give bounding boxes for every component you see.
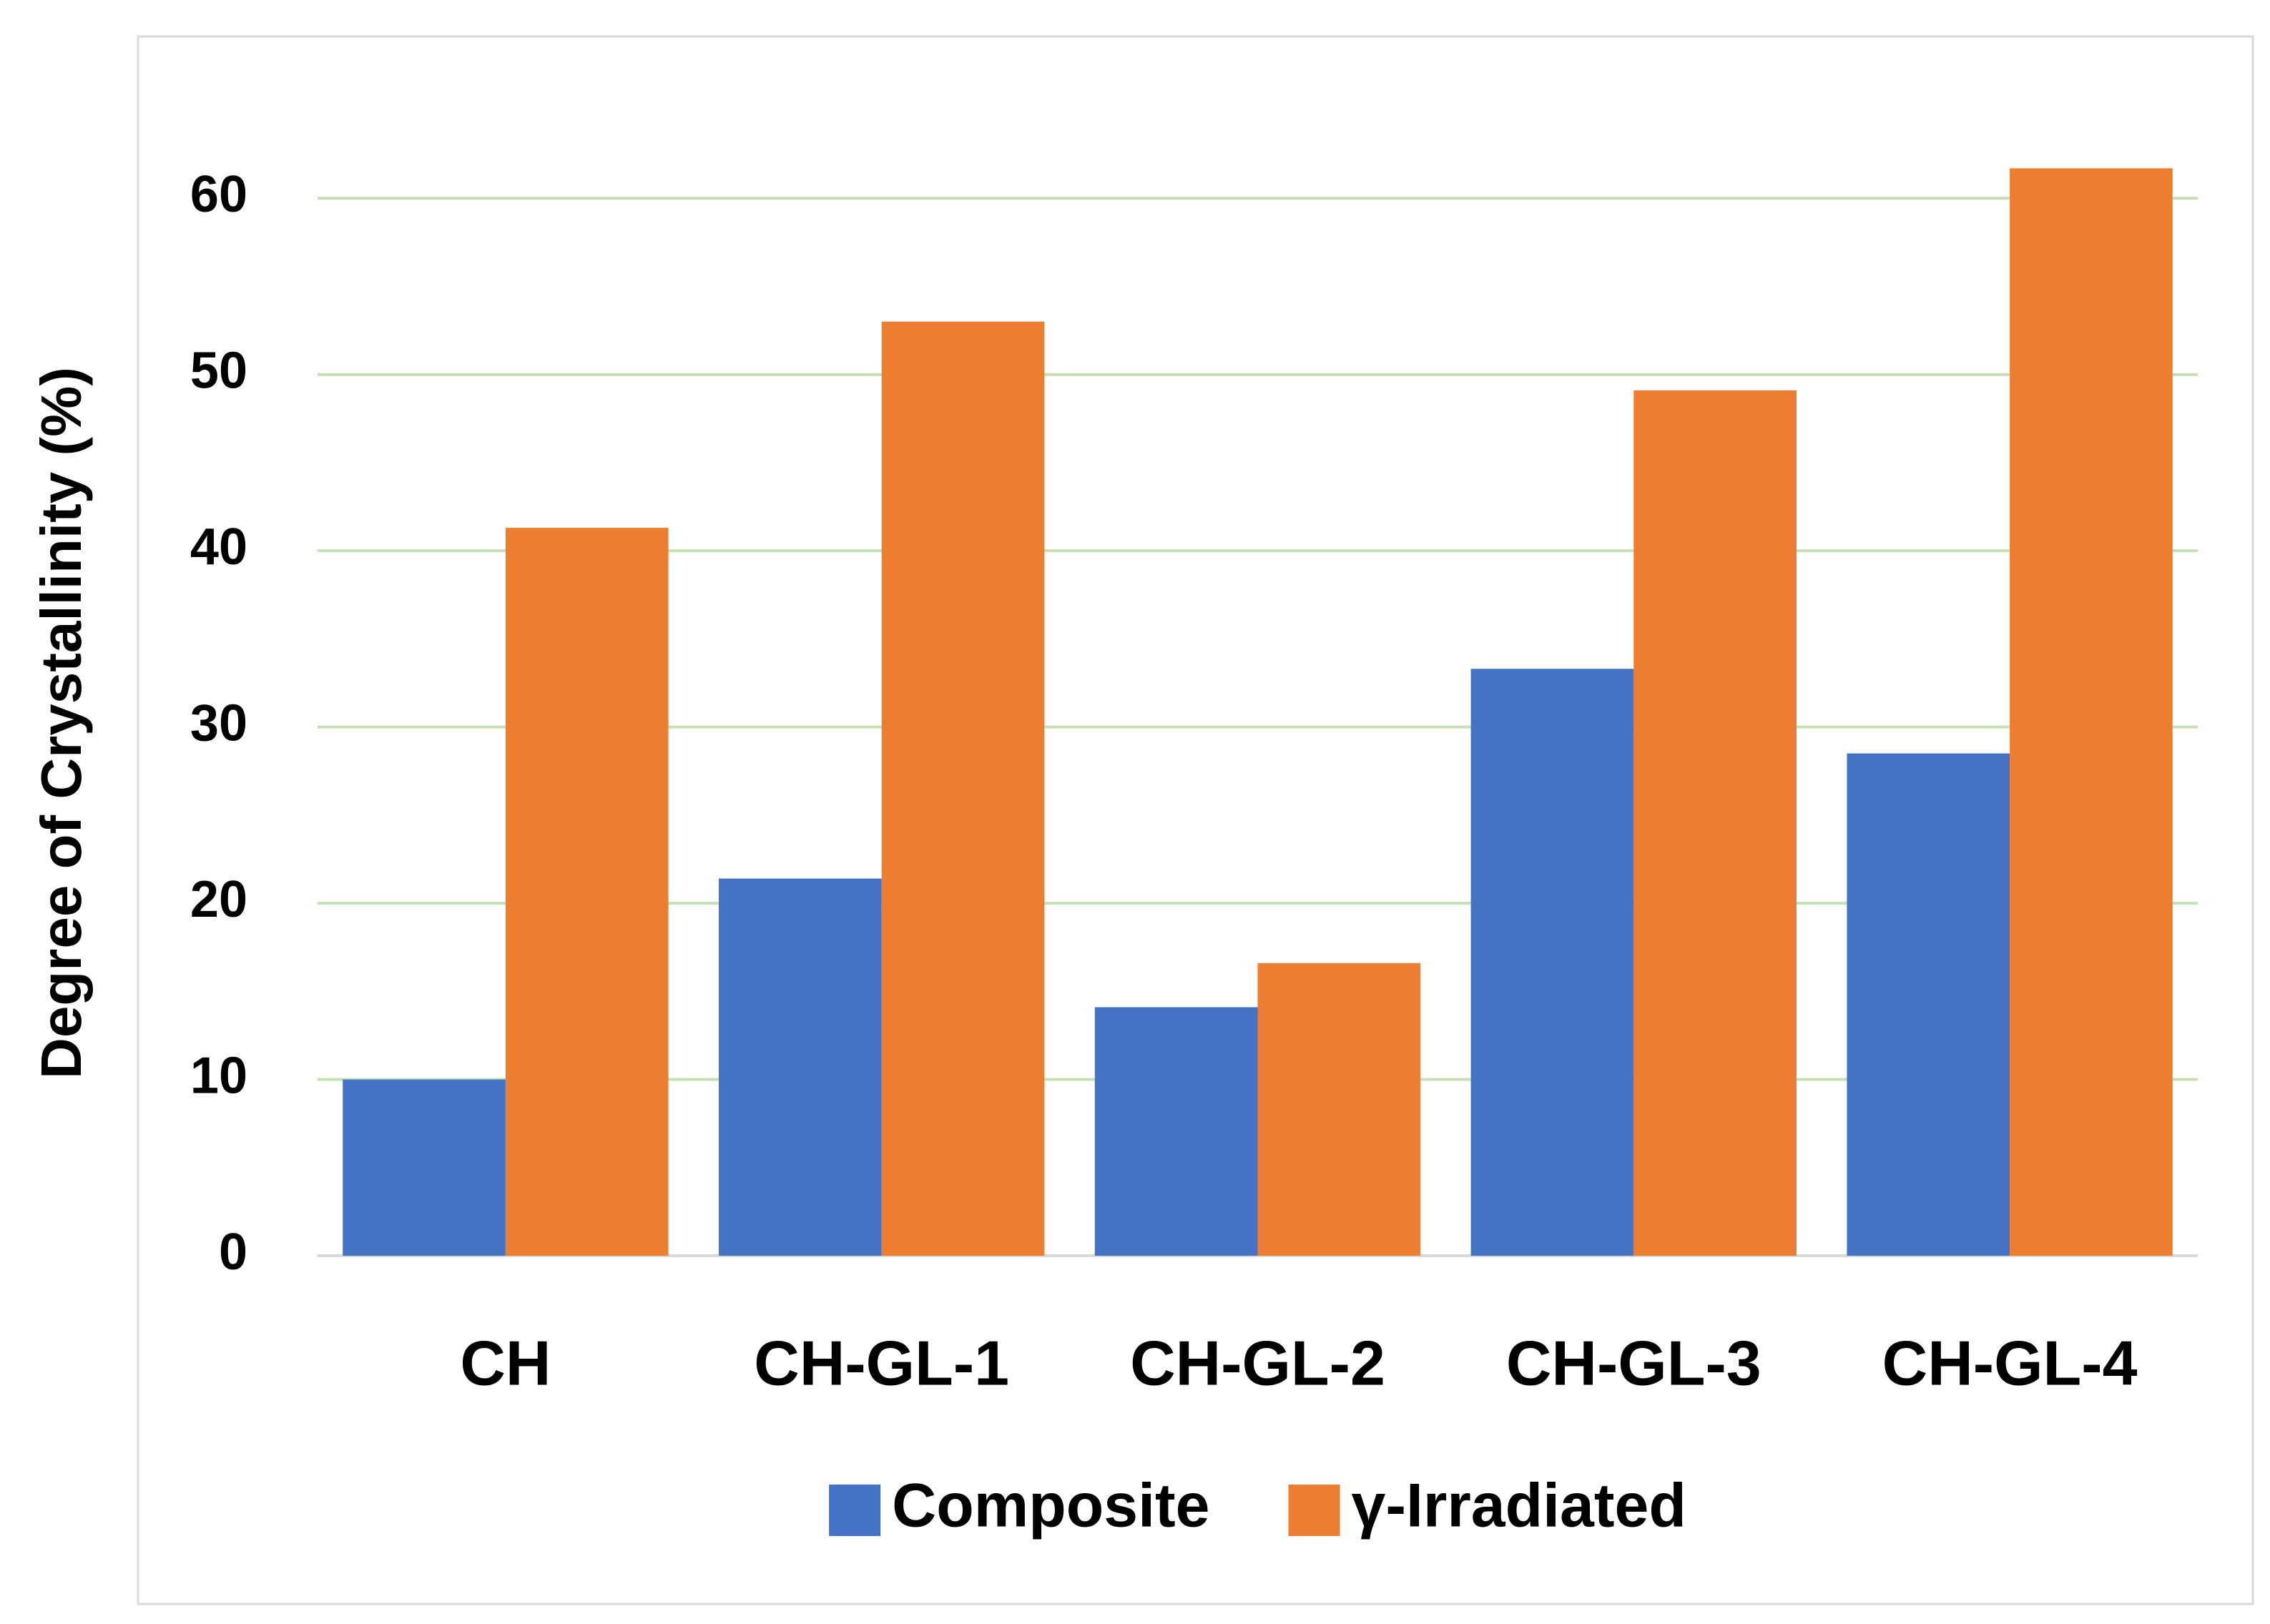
x-tick-label: CH-GL-3: [1506, 1327, 1762, 1398]
y-tick-label: 20: [190, 871, 247, 928]
bar: [505, 528, 669, 1256]
bar: [1847, 753, 2010, 1256]
legend-swatch: [829, 1485, 881, 1536]
bar: [1633, 390, 1797, 1256]
legend-label: γ-Irradiated: [1351, 1472, 1686, 1540]
legend-swatch: [1288, 1485, 1340, 1536]
bar: [1470, 669, 1634, 1256]
y-tick-label: 40: [190, 518, 247, 576]
bar: [343, 1079, 506, 1256]
bar: [2010, 168, 2173, 1256]
x-tick-label: CH: [460, 1327, 551, 1398]
y-tick-label: 0: [219, 1224, 247, 1281]
y-axis-title: Degree of Crystallinity (%): [29, 367, 93, 1079]
legend-label: Composite: [892, 1472, 1209, 1540]
x-tick-label: CH-GL-4: [1882, 1327, 2138, 1398]
bar: [1094, 1007, 1258, 1256]
x-tick-label: CH-GL-2: [1130, 1327, 1385, 1398]
bar: [719, 878, 882, 1256]
x-tick-label: CH-GL-1: [754, 1327, 1009, 1398]
y-tick-label: 10: [190, 1048, 247, 1105]
bar: [1257, 963, 1421, 1256]
y-tick-label: 30: [190, 695, 247, 752]
bar: [881, 321, 1045, 1256]
y-tick-label: 60: [190, 166, 247, 223]
y-tick-label: 50: [190, 343, 247, 400]
